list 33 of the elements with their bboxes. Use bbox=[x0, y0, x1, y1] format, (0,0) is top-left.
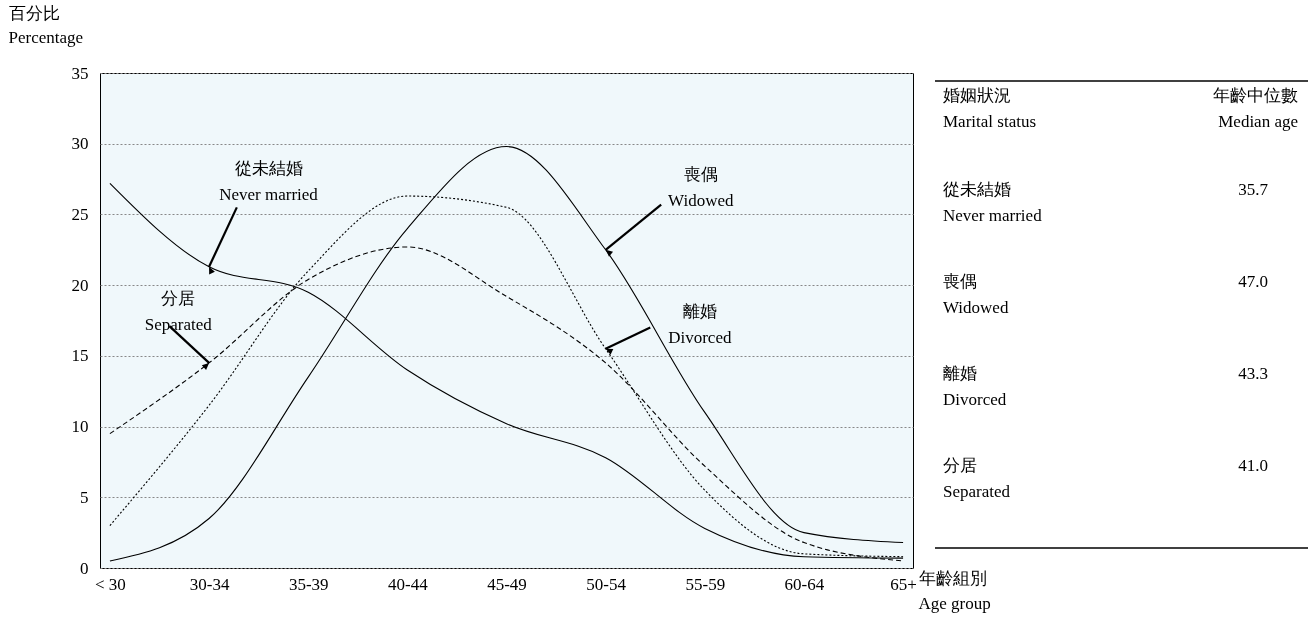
x-tick-label: 60-64 bbox=[784, 574, 825, 594]
x-tick-label: 65+ bbox=[890, 574, 917, 594]
text: 分居 Separated bbox=[943, 456, 1011, 501]
text: 47.0 bbox=[1238, 272, 1268, 291]
y-tick-label: 25 bbox=[71, 204, 89, 224]
annotation: 喪偶 Widowed bbox=[668, 164, 735, 210]
x-tick-label: 50-54 bbox=[586, 574, 627, 594]
y-tick-label: 0 bbox=[80, 558, 89, 578]
text: 43.3 bbox=[1238, 364, 1268, 383]
y-tick-label: 35 bbox=[71, 63, 89, 83]
x-tick-label: 55-59 bbox=[685, 574, 726, 594]
x-tick-label: < 30 bbox=[94, 574, 126, 594]
y-tick-label: 5 bbox=[80, 487, 89, 507]
y-tick-label: 10 bbox=[71, 417, 89, 437]
x-tick-label: 45-49 bbox=[487, 574, 527, 594]
x-tick-label: 35-39 bbox=[288, 574, 329, 594]
annotation: 從未結婚 Never married bbox=[219, 159, 319, 205]
text: 喪偶 Widowed bbox=[943, 272, 1009, 317]
text: 35.7 bbox=[1238, 180, 1269, 199]
x-axis-title: 年齡組別 Age group bbox=[918, 568, 991, 613]
y-tick-label: 15 bbox=[71, 346, 89, 366]
text: 從未結婚 Never married bbox=[943, 180, 1043, 225]
x-tick-label: 40-44 bbox=[388, 574, 429, 594]
text: 婚姻狀況 Marital status bbox=[943, 86, 1037, 131]
y-tick-label: 30 bbox=[71, 134, 89, 154]
x-tick-label: 30-34 bbox=[189, 574, 230, 594]
y-axis-title: 百分比 Percentage bbox=[8, 3, 84, 47]
text: 41.0 bbox=[1238, 456, 1268, 475]
annotation: 離婚 Divorced bbox=[668, 302, 732, 348]
y-tick-label: 20 bbox=[71, 275, 89, 295]
annotation: 分居 Separated bbox=[144, 289, 213, 335]
text: 離婚 Divorced bbox=[943, 364, 1007, 409]
text: 年齡中位數 Median age bbox=[1213, 86, 1298, 131]
